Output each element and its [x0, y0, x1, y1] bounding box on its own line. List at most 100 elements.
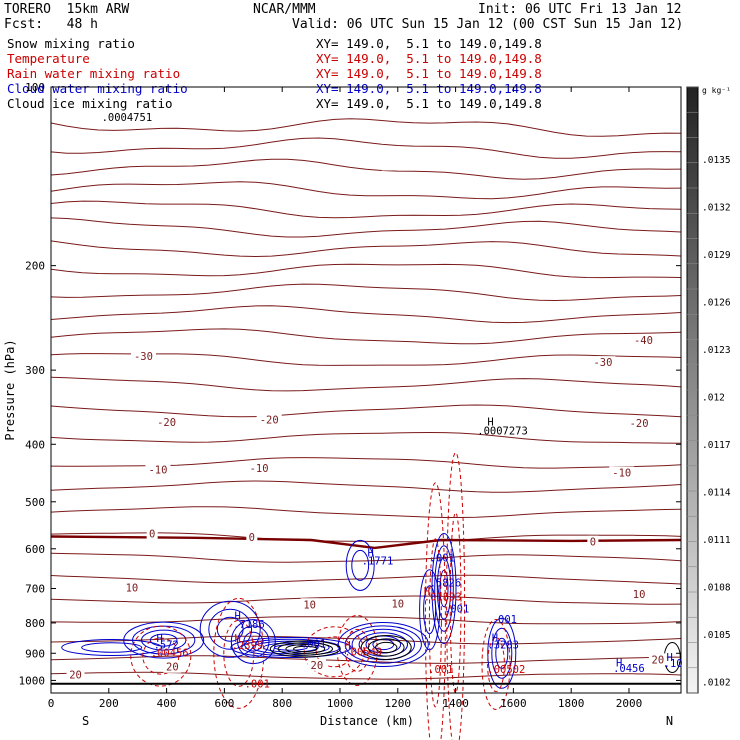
x-tick-label: 1800 [558, 697, 585, 710]
temperature-label: 10 [126, 583, 139, 595]
colorbar-unit: g kg⁻¹ [702, 86, 731, 95]
y-tick-label: 400 [25, 438, 45, 451]
temperature-contour [50, 305, 682, 324]
field-xy-range: XY= 149.0, 5.1 to 149.0,149.8 [316, 51, 542, 66]
rain-water-contour [130, 625, 192, 687]
temperature-label: 10 [303, 599, 316, 611]
temperature-label-bg [626, 417, 652, 430]
temperature-label-bg [146, 527, 158, 540]
temperature-label: -20 [630, 418, 649, 430]
colorbar-label: .0102 [702, 678, 731, 689]
cloud-water-contour [487, 617, 517, 689]
y-tick-label: 900 [25, 647, 45, 660]
field-title: Temperature [7, 51, 90, 66]
field-title: Cloud ice mixing ratio [7, 96, 173, 111]
temperature-contour [50, 283, 682, 302]
colorbar-label: .012 [702, 393, 725, 404]
cloud-water-contour [61, 639, 163, 656]
y-axis-label: Pressure (hPa) [3, 339, 17, 440]
snow-contour [269, 640, 341, 658]
temperature-label-bg [307, 658, 326, 671]
temperature-label-bg [587, 535, 599, 548]
rain-water-contour [428, 538, 442, 708]
cloud-water-contour [337, 622, 429, 667]
cloud-water-contour [345, 539, 375, 591]
extremum-label: H [235, 633, 241, 645]
temperature-label: -30 [134, 351, 153, 363]
field-xy-range: XY= 149.0, 5.1 to 149.0,149.8 [316, 36, 542, 51]
temperature-label: 0 [249, 532, 255, 544]
temperature-contour [50, 574, 682, 585]
temperature-label: 20 [166, 662, 179, 674]
snow-contour [367, 638, 405, 657]
snow-contour [375, 641, 398, 654]
colorbar-label: .0132 [702, 203, 731, 214]
temperature-label-bg [300, 598, 319, 611]
extremum-label: .7186 [233, 619, 265, 631]
temperature-contour [50, 263, 682, 279]
temperature-contour [50, 158, 682, 180]
temperature-contour [50, 480, 682, 493]
temperature-label: 10 [633, 589, 646, 601]
rain-water-contour [449, 512, 462, 694]
forecast-hour: Fcst: 48 h [4, 17, 98, 32]
x-tick-label: 1200 [385, 697, 412, 710]
extremum-label: .001 [301, 638, 326, 650]
south-end-label: S [82, 714, 89, 728]
temperature-label: -20 [260, 415, 279, 427]
rain-water-contour [487, 637, 505, 692]
temperature-label-bg [256, 413, 282, 426]
cloud-water-contour [81, 642, 143, 653]
temperature-label: 0 [149, 529, 155, 541]
extremum-label: .00502 [487, 664, 525, 676]
extremum-label: .001 [245, 679, 270, 691]
extremum-label: .3283 [487, 639, 519, 651]
temperature-label-bg [388, 597, 407, 610]
temperature-label-bg [66, 668, 85, 681]
colorbar-label: .0135 [702, 155, 731, 166]
extremum-label: .1771 [362, 556, 394, 568]
plot-frame [50, 86, 682, 694]
x-tick-label: 800 [272, 697, 292, 710]
temperature-contour [50, 217, 682, 238]
y-tick-label: 600 [25, 543, 45, 556]
temperature-label: 10 [391, 599, 404, 611]
temperature-label-bg [246, 461, 272, 474]
extremum-label: .5826 [430, 578, 462, 590]
field-xy-range: XY= 149.0, 5.1 to 149.0,149.8 [316, 81, 542, 96]
colorbar-label: .0111 [702, 535, 731, 546]
temperature-label: 20 [652, 654, 665, 666]
cloud-water-contour [237, 625, 270, 658]
colorbar-label: .0123 [702, 345, 731, 356]
extremum-label: .00549 [344, 646, 382, 658]
extremum-label: H [492, 633, 498, 645]
rain-water-contour [213, 597, 265, 709]
extremum-label: .001 [428, 664, 453, 676]
extremum-label: H [487, 417, 493, 429]
x-tick-label: 0 [48, 697, 55, 710]
temperature-label: -40 [634, 335, 653, 347]
temperature-contour [50, 240, 682, 258]
extremum-label: .0456 [613, 663, 645, 675]
temperature-label-bg [246, 530, 258, 543]
x-axis-label: Distance (km) [320, 714, 414, 728]
temperature-label-bg [154, 415, 180, 428]
cloud-water-contour [439, 569, 449, 608]
temperature-contour [50, 200, 682, 219]
rain-water-contour [223, 619, 255, 687]
temperature-contour [50, 118, 682, 137]
temperature-contour [50, 137, 682, 159]
snow-contour [360, 635, 412, 660]
temperature-contour [50, 595, 682, 605]
rain-water-contour [481, 619, 511, 710]
temperature-label-bg [630, 334, 656, 347]
cloud-water-contour [351, 549, 370, 581]
rain-water-contour [424, 482, 446, 740]
temperature-contour [50, 353, 682, 366]
cloud-water-contour [491, 627, 513, 679]
temperature-label: -10 [250, 463, 269, 475]
valid-time: Valid: 06 UTC Sun 15 Jan 12 (00 CST Sun … [292, 17, 684, 32]
temperature-label-bg [630, 588, 649, 601]
temperature-label-bg [609, 466, 635, 479]
